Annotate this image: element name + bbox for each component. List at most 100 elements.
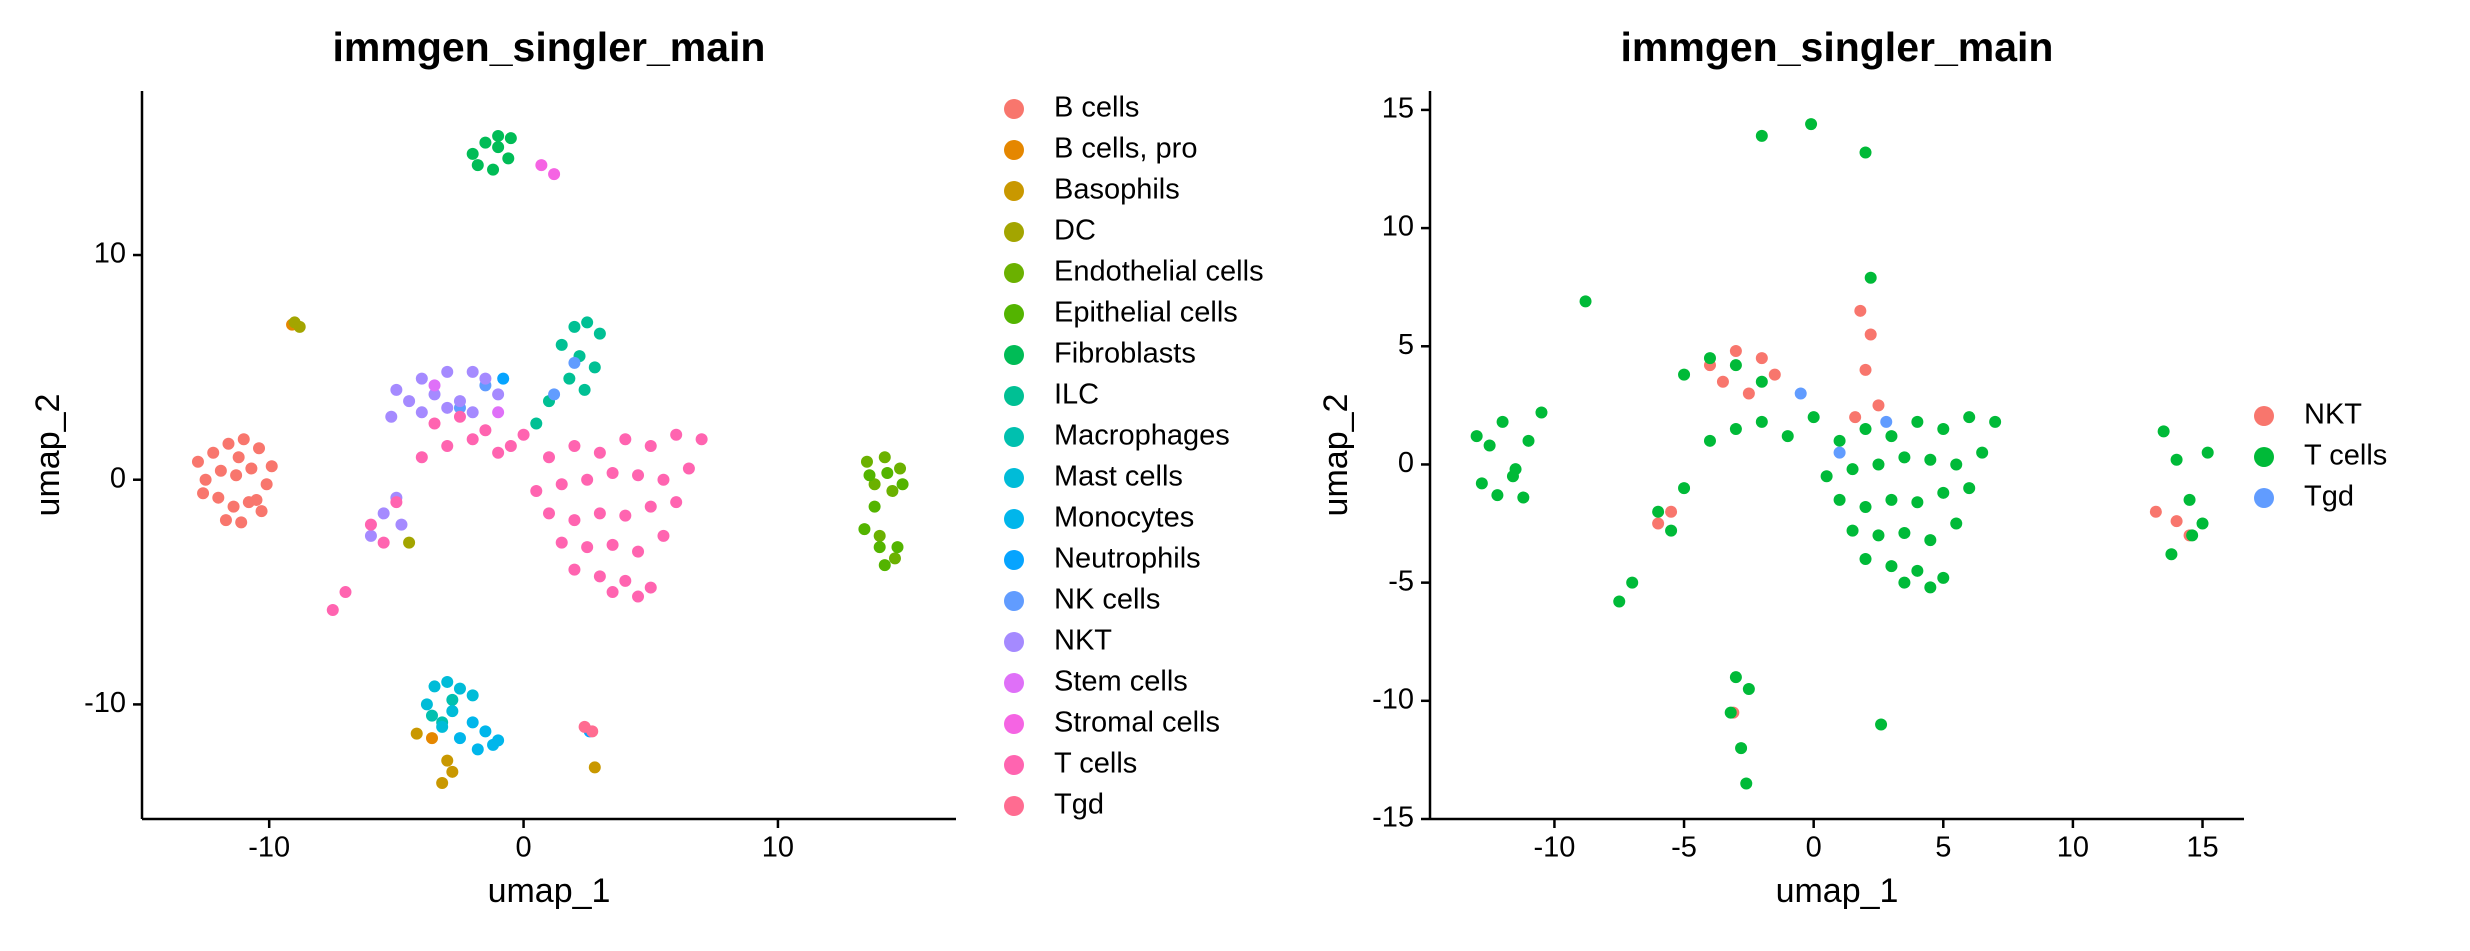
point: [1735, 742, 1748, 755]
point: [1613, 595, 1626, 608]
point: [492, 141, 505, 154]
point: [863, 469, 876, 482]
point: [1729, 345, 1742, 357]
point: [878, 451, 891, 464]
point: [390, 496, 403, 509]
point: [1846, 463, 1859, 476]
point: [1924, 453, 1937, 466]
point: [1807, 411, 1820, 424]
point: [466, 689, 479, 702]
legend-label: Basophils: [1054, 174, 1180, 206]
point: [415, 372, 428, 385]
point: [441, 754, 454, 767]
point: [568, 563, 581, 576]
point: [377, 507, 390, 520]
point: [530, 484, 543, 497]
point: [548, 168, 561, 181]
legend-label: Mast cells: [1054, 461, 1183, 493]
legend-marker: [2254, 406, 2274, 426]
point: [1859, 501, 1872, 513]
point: [504, 440, 517, 453]
point: [492, 388, 505, 401]
x-tick-label: 15: [2186, 832, 2218, 864]
point: [1950, 517, 1963, 530]
y-tick-label: 15: [1382, 93, 1414, 125]
point: [896, 478, 909, 491]
point: [436, 720, 449, 733]
point: [1859, 363, 1872, 376]
legend-label: NK cells: [1054, 584, 1160, 616]
legend-label: Endothelial cells: [1054, 256, 1264, 288]
legend-marker: [1004, 263, 1024, 283]
point: [1854, 304, 1867, 317]
point: [1652, 505, 1665, 518]
point: [563, 372, 576, 385]
point: [403, 395, 416, 408]
point: [377, 536, 390, 549]
point: [479, 725, 492, 738]
point: [568, 356, 581, 369]
point: [1924, 581, 1937, 594]
point: [1805, 118, 1818, 131]
legend-label: Tgd: [1054, 789, 1104, 821]
point: [219, 514, 232, 527]
point: [586, 725, 599, 738]
point: [446, 705, 459, 718]
point: [441, 401, 454, 414]
x-axis-label: umap_1: [1776, 872, 1899, 910]
point: [420, 698, 433, 711]
point: [1989, 415, 2002, 428]
point: [1859, 553, 1872, 565]
point: [415, 451, 428, 464]
point: [2196, 517, 2209, 530]
point: [568, 320, 581, 333]
legend-marker: [1004, 509, 1024, 529]
point: [881, 466, 894, 479]
point: [466, 365, 479, 378]
legend-label: Tgd: [2304, 481, 2354, 513]
x-tick-label: 5: [1935, 832, 1951, 864]
point: [1911, 415, 1924, 428]
point: [492, 446, 505, 459]
point: [487, 738, 500, 751]
point: [235, 516, 248, 529]
y-axis-label: umap_2: [29, 394, 67, 517]
point: [1755, 352, 1768, 365]
point: [632, 545, 645, 558]
point: [1937, 486, 1950, 499]
point: [1579, 295, 1592, 308]
point: [479, 136, 492, 149]
point: [1885, 560, 1898, 573]
legend-label: T cells: [1054, 748, 1137, 780]
point: [1911, 564, 1924, 577]
point: [535, 159, 548, 172]
x-tick-label: -10: [248, 832, 290, 864]
point: [230, 469, 243, 482]
point: [1898, 527, 1911, 539]
point: [581, 473, 594, 486]
point: [1755, 415, 1768, 428]
x-tick-label: 10: [2057, 832, 2089, 864]
point: [860, 455, 873, 468]
legend-marker: [1004, 427, 1024, 447]
point: [1522, 434, 1535, 447]
point: [197, 487, 210, 500]
point: [1846, 524, 1859, 537]
point: [644, 581, 657, 594]
point: [1849, 411, 1862, 424]
point: [578, 383, 591, 396]
point: [1729, 423, 1742, 435]
point: [555, 536, 568, 549]
legend-marker: [1004, 714, 1024, 734]
point: [1678, 482, 1691, 495]
point: [1716, 375, 1729, 388]
legend-marker: [1004, 632, 1024, 652]
point: [237, 433, 250, 446]
legend-marker: [1004, 386, 1024, 406]
legend-label: Macrophages: [1054, 420, 1230, 452]
point: [1864, 271, 1877, 284]
point: [466, 406, 479, 419]
y-tick-label: 0: [110, 462, 126, 494]
x-tick-label: 0: [1806, 832, 1822, 864]
